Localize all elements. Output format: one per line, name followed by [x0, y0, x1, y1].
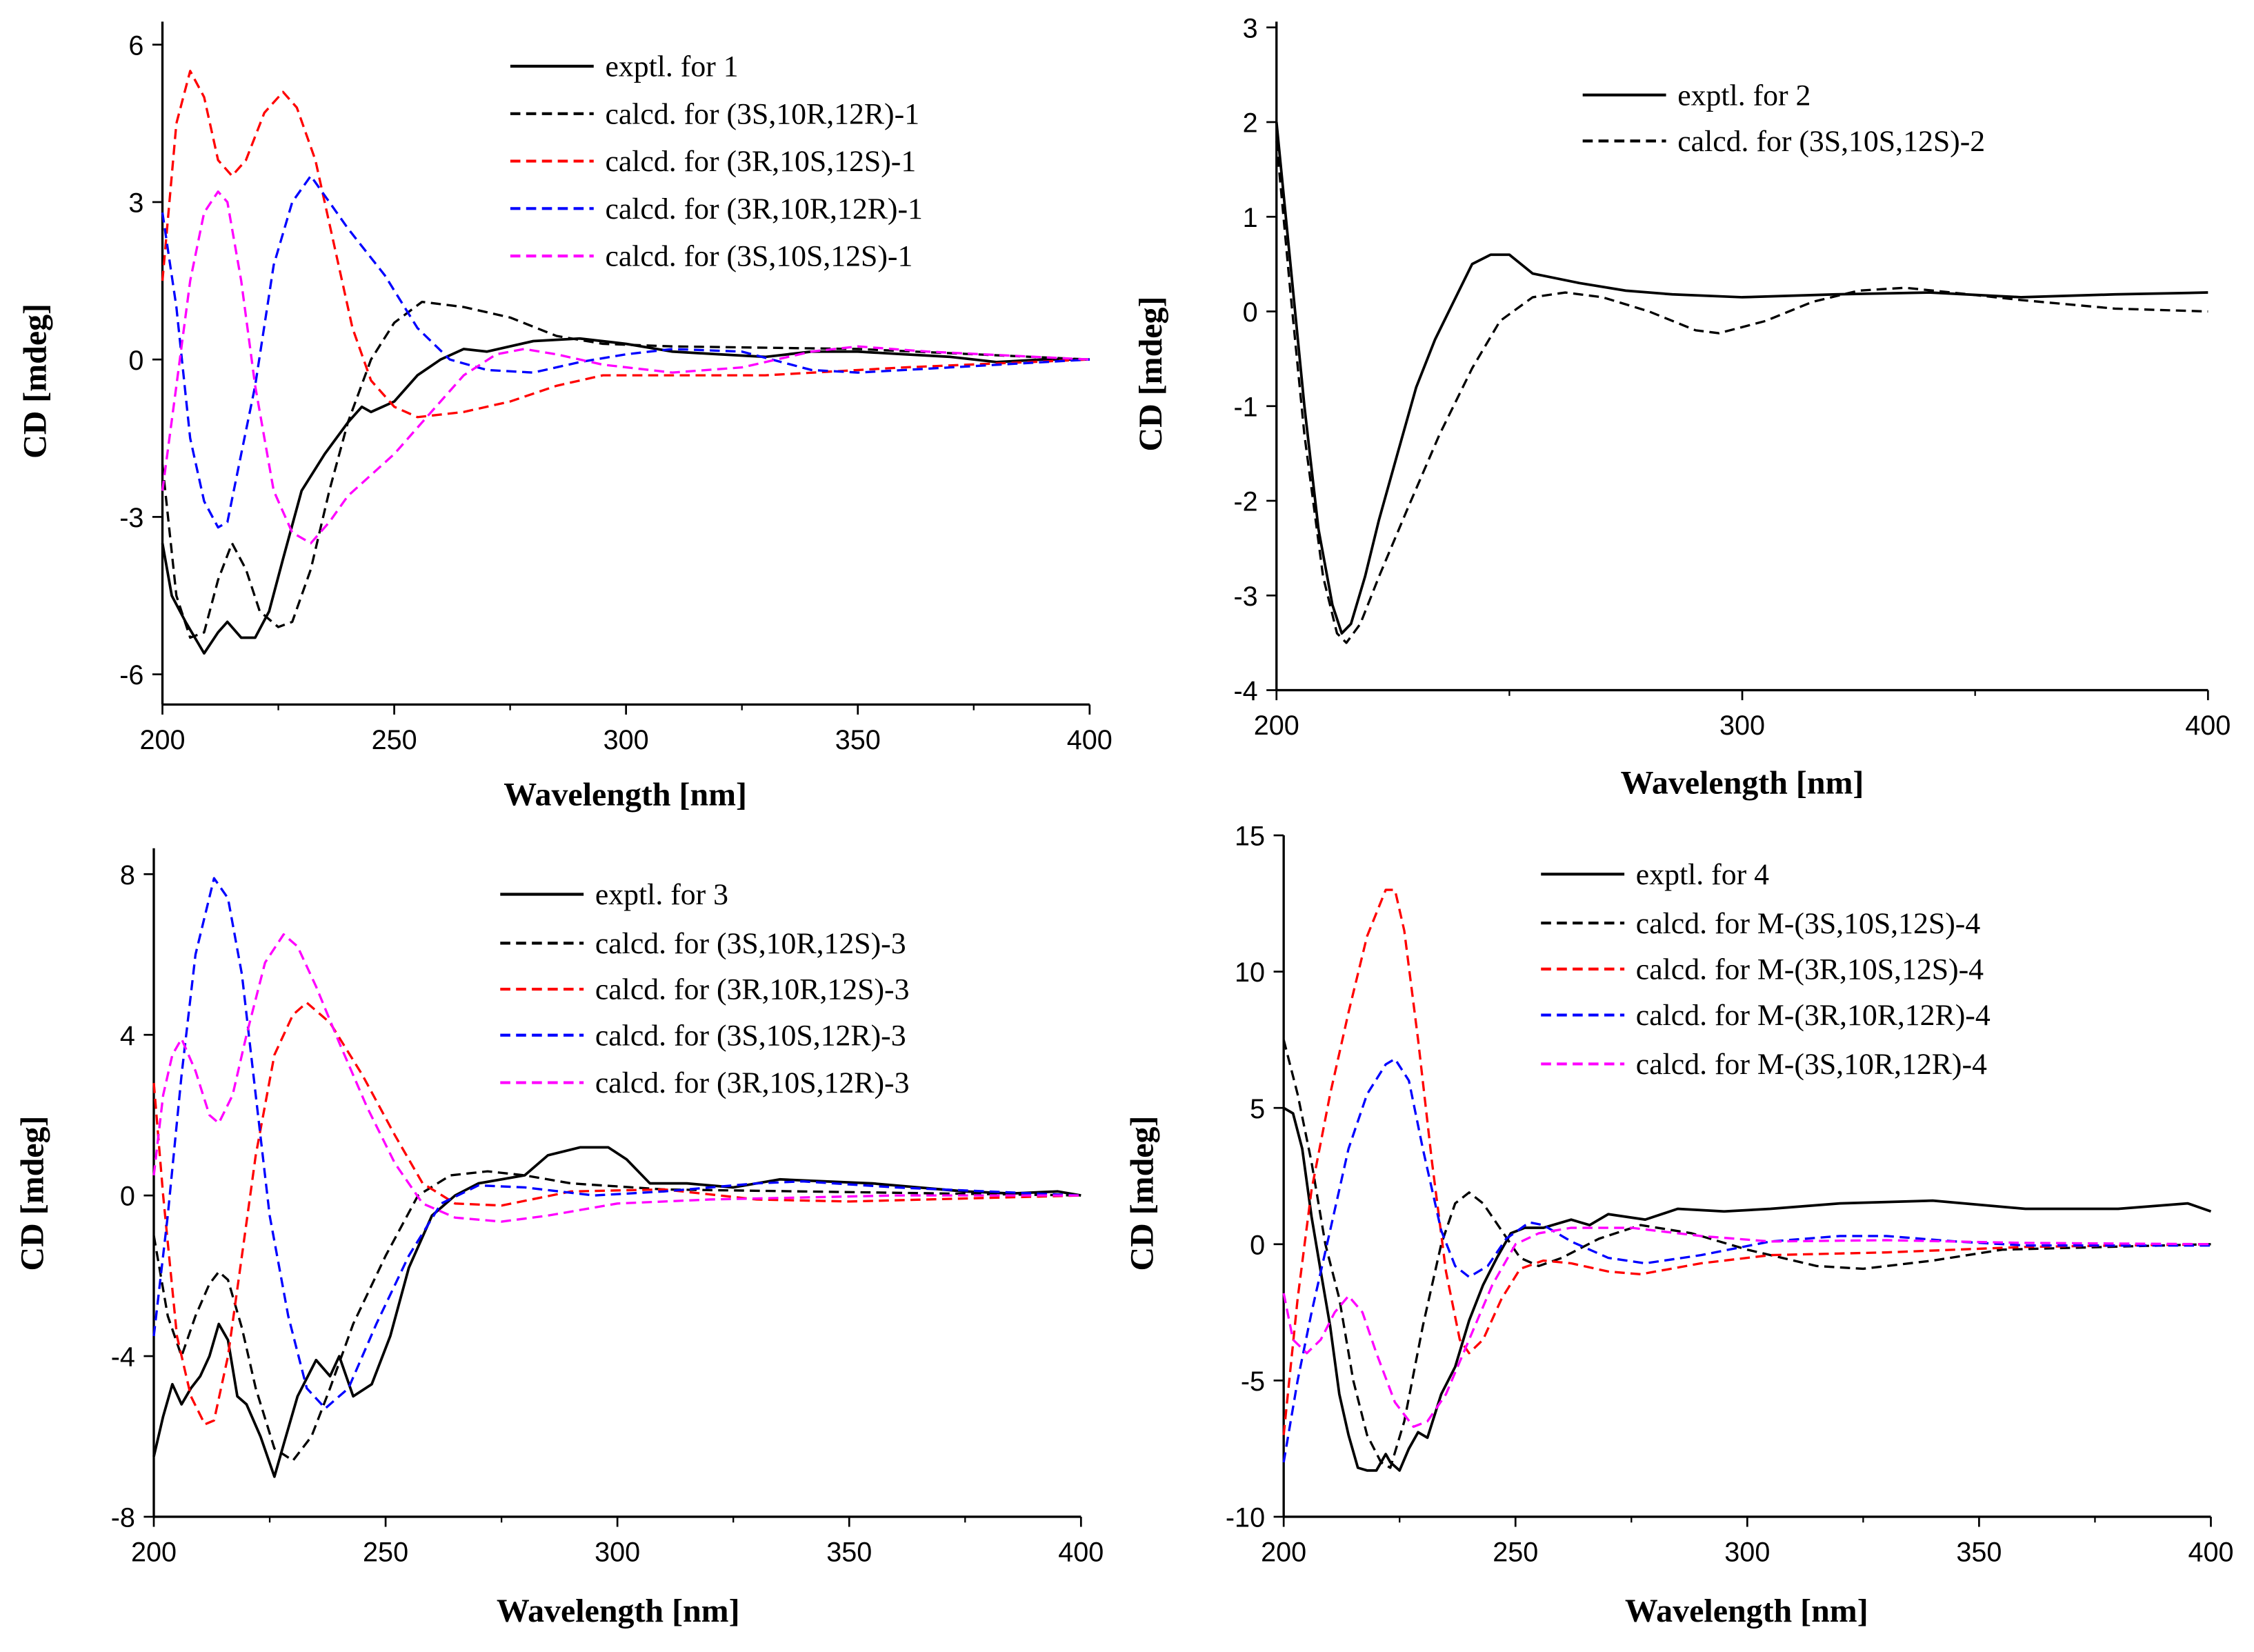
chart-panel-3: 200 250 300 350 400 -8 -4 0 4 8 Wavelength [nm] CD …	[14, 848, 1104, 1629]
x-tick-label: 250	[1493, 1537, 1538, 1568]
y-tick-label: 6	[128, 30, 143, 61]
legend-label: calcd. for M-(3R,10S,12S)-4	[1636, 953, 1984, 986]
x-tick-label: 200	[1261, 1537, 1306, 1568]
x-axis-title: Wavelength [nm]	[497, 1593, 740, 1629]
series-line-3	[152, 1001, 1081, 1426]
x-tick-label: 300	[1724, 1537, 1770, 1568]
legend-label: calcd. for (3S,10S,12S)-2	[1677, 125, 1985, 158]
y-tick-label: -3	[119, 503, 143, 533]
y-tick-label: -4	[1233, 676, 1257, 706]
x-axis-title: Wavelength [nm]	[1621, 765, 1864, 802]
legend-label: exptl. for 1	[605, 50, 738, 83]
y-tick-label: 1	[1243, 203, 1258, 233]
x-tick-label: 300	[595, 1537, 640, 1568]
series-line-2	[161, 300, 1090, 639]
y-tick-label: 4	[120, 1021, 135, 1051]
y-tick-label: 5	[1250, 1094, 1265, 1124]
y-tick-label: -10	[1226, 1503, 1265, 1533]
chart-panel-4: 200 250 300 350 400 -10 -5 0 5 10 15 Wavelength [nm…	[1124, 822, 2234, 1629]
legend-label: calcd. for M-(3S,10R,12R)-4	[1636, 1048, 1987, 1081]
y-axis-title: CD [mdeg]	[14, 1116, 51, 1271]
series-line-2	[1282, 1039, 2211, 1469]
x-tick-label: 400	[1058, 1537, 1104, 1568]
series-line-4	[152, 877, 1081, 1410]
chart-panel-2: 200 300 400 -4 -3 -2 -1 0 1 2 3 Wavelength [nm] CD […	[1133, 13, 2231, 801]
y-tick-label: 0	[120, 1182, 135, 1212]
legend-label: calcd. for (3S,10R,12S)-3	[595, 927, 906, 960]
y-tick-label: 0	[1250, 1230, 1265, 1260]
y-tick-label: -1	[1233, 392, 1257, 422]
y-tick-label: 8	[120, 860, 135, 890]
y-tick-label: -3	[1233, 581, 1257, 612]
legend-label: calcd. for (3R,10R,12R)-1	[605, 192, 923, 226]
legend-label: calcd. for (3S,10S,12R)-3	[595, 1019, 906, 1052]
legend-label: exptl. for 3	[595, 878, 728, 911]
series-line-1	[1275, 121, 2208, 635]
y-tick-label: 0	[128, 346, 143, 376]
y-tick-label: 3	[1243, 13, 1258, 43]
legend-label: calcd. for M-(3S,10S,12S)-4	[1636, 907, 1981, 940]
x-tick-label: 200	[1254, 710, 1299, 741]
series-line-4	[1282, 1057, 2211, 1463]
series-line-5	[161, 190, 1090, 545]
series-line-4	[161, 175, 1090, 529]
series-line-3	[1282, 888, 2211, 1435]
y-tick-label: 15	[1235, 822, 1265, 852]
x-tick-label: 350	[1956, 1537, 2002, 1568]
y-tick-label: -6	[119, 660, 143, 690]
x-tick-label: 400	[2185, 710, 2231, 741]
x-tick-label: 250	[372, 725, 417, 755]
series-line-2	[1275, 141, 2208, 644]
series-line-1	[152, 1146, 1081, 1478]
series-line-5	[152, 933, 1081, 1223]
x-axis-title: Wavelength [nm]	[503, 776, 747, 813]
y-tick-label: -4	[111, 1342, 135, 1373]
y-tick-label: 10	[1235, 957, 1265, 988]
y-tick-label: 0	[1243, 297, 1258, 328]
legend-label: exptl. for 4	[1636, 858, 1769, 891]
legend-label: calcd. for (3R,10S,12S)-1	[605, 145, 916, 178]
x-tick-label: 400	[2188, 1537, 2233, 1568]
y-axis-title: CD [mdeg]	[1124, 1116, 1161, 1271]
chart-panel-1: 200 250 300 350 400 -6 -3 0 3 6 Wavelength [nm] CD …	[17, 21, 1113, 813]
series-line-2	[152, 1170, 1081, 1462]
x-axis-title: Wavelength [nm]	[1625, 1593, 1868, 1629]
series-line-3	[161, 70, 1090, 419]
legend-label: calcd. for (3S,10S,12S)-1	[605, 240, 912, 273]
x-tick-label: 250	[363, 1537, 408, 1568]
series-line-1	[161, 337, 1090, 655]
y-tick-label: -5	[1241, 1366, 1265, 1397]
x-tick-label: 300	[1719, 710, 1765, 741]
x-tick-label: 350	[826, 1537, 872, 1568]
x-tick-label: 200	[139, 725, 185, 755]
series-line-5	[1282, 1226, 2211, 1429]
x-tick-label: 300	[604, 725, 649, 755]
y-tick-label: 2	[1243, 108, 1258, 139]
x-tick-label: 200	[131, 1537, 177, 1568]
legend-label: calcd. for (3R,10R,12S)-3	[595, 973, 910, 1006]
y-tick-label: 3	[128, 188, 143, 219]
x-tick-label: 350	[835, 725, 881, 755]
y-axis-title: CD [mdeg]	[17, 303, 54, 459]
legend-label: calcd. for (3S,10R,12R)-1	[605, 97, 919, 130]
series-line-1	[1283, 1106, 2212, 1472]
legend-label: exptl. for 2	[1677, 79, 1811, 112]
legend-label: calcd. for (3R,10S,12R)-3	[595, 1066, 910, 1099]
x-tick-label: 400	[1067, 725, 1113, 755]
y-tick-label: -2	[1233, 487, 1257, 517]
legend-label: calcd. for M-(3R,10R,12R)-4	[1636, 999, 1991, 1032]
y-axis-title: CD [mdeg]	[1133, 297, 1169, 452]
y-tick-label: -8	[111, 1503, 135, 1533]
